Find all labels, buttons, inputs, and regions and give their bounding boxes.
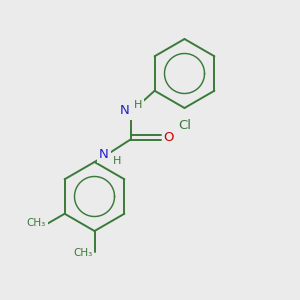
Text: CH₃: CH₃ bbox=[26, 218, 46, 228]
Text: O: O bbox=[164, 130, 174, 144]
Text: Cl: Cl bbox=[178, 119, 191, 132]
Text: H: H bbox=[134, 100, 142, 110]
Text: N: N bbox=[120, 104, 130, 118]
Text: N: N bbox=[99, 148, 109, 161]
Text: CH₃: CH₃ bbox=[73, 248, 92, 259]
Text: H: H bbox=[113, 155, 121, 166]
